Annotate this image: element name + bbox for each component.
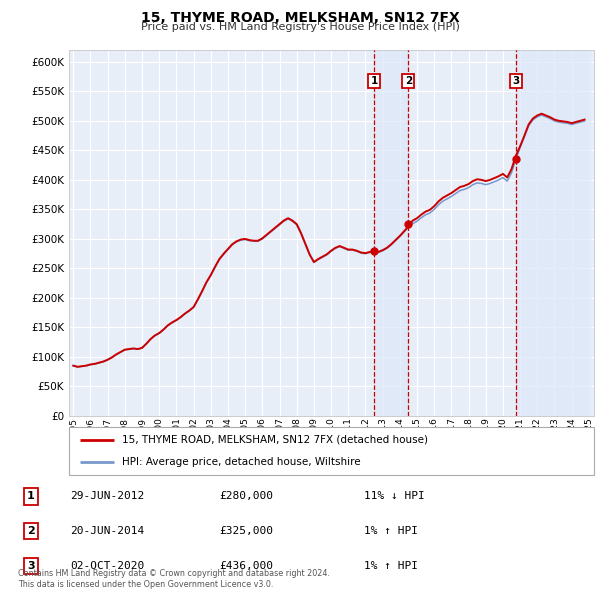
Text: 15, THYME ROAD, MELKSHAM, SN12 7FX: 15, THYME ROAD, MELKSHAM, SN12 7FX <box>140 11 460 25</box>
Text: 1% ↑ HPI: 1% ↑ HPI <box>364 561 418 571</box>
Bar <box>516 50 590 416</box>
Text: £436,000: £436,000 <box>220 561 274 571</box>
Text: 3: 3 <box>27 561 34 571</box>
Text: Price paid vs. HM Land Registry's House Price Index (HPI): Price paid vs. HM Land Registry's House … <box>140 22 460 32</box>
Text: 1: 1 <box>370 76 377 86</box>
Text: 29-JUN-2012: 29-JUN-2012 <box>70 491 144 502</box>
Text: HPI: Average price, detached house, Wiltshire: HPI: Average price, detached house, Wilt… <box>121 457 360 467</box>
Text: 20-JUN-2014: 20-JUN-2014 <box>70 526 144 536</box>
FancyBboxPatch shape <box>69 427 594 475</box>
Text: 3: 3 <box>512 76 520 86</box>
Text: 15, THYME ROAD, MELKSHAM, SN12 7FX (detached house): 15, THYME ROAD, MELKSHAM, SN12 7FX (deta… <box>121 435 427 445</box>
Bar <box>374 50 409 416</box>
Text: £280,000: £280,000 <box>220 491 274 502</box>
Text: 2: 2 <box>405 76 412 86</box>
Text: Contains HM Land Registry data © Crown copyright and database right 2024.
This d: Contains HM Land Registry data © Crown c… <box>18 569 330 589</box>
Text: 2: 2 <box>27 526 35 536</box>
Text: £325,000: £325,000 <box>220 526 274 536</box>
Text: 11% ↓ HPI: 11% ↓ HPI <box>364 491 424 502</box>
Text: 1: 1 <box>27 491 35 502</box>
Text: 1% ↑ HPI: 1% ↑ HPI <box>364 526 418 536</box>
Text: 02-OCT-2020: 02-OCT-2020 <box>70 561 144 571</box>
